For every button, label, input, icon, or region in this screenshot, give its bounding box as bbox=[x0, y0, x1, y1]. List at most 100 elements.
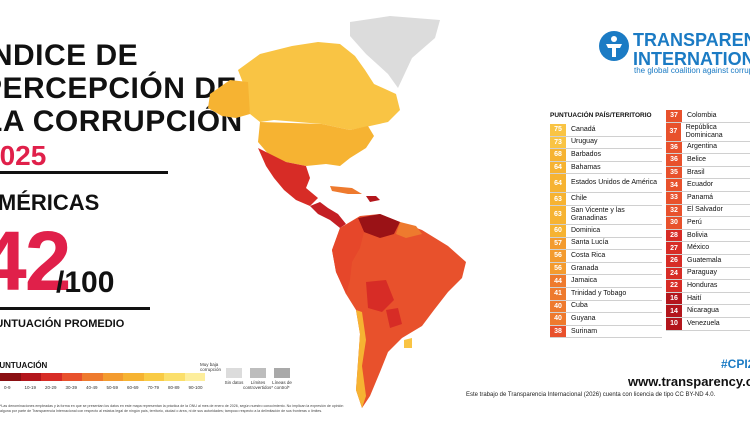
row-score: 44 bbox=[550, 275, 566, 287]
row-country: Canadá bbox=[571, 125, 596, 133]
clean-label: Muy baja corrupción bbox=[200, 362, 222, 372]
row-score: 37 bbox=[666, 122, 681, 141]
table-row: 24 Paraguay bbox=[666, 267, 750, 281]
row-score: 38 bbox=[550, 325, 566, 338]
row-score: 56 bbox=[550, 262, 566, 275]
row-score: 75 bbox=[550, 124, 566, 136]
row-country: Dominica bbox=[571, 226, 601, 234]
table-row: 38 Surinam bbox=[550, 325, 662, 339]
table-row: 35 Brasil bbox=[666, 166, 750, 180]
table-row: 30 Perú bbox=[666, 217, 750, 230]
table-row: 56 Granada bbox=[550, 262, 662, 276]
row-country: Panamá bbox=[687, 193, 714, 201]
table-row: 10 Venezuela bbox=[666, 317, 750, 331]
row-score: 41 bbox=[550, 287, 566, 300]
scale-bin-label: 0-9 bbox=[4, 385, 11, 390]
table-row: 73 Uruguay bbox=[550, 136, 662, 150]
table-row: 41 Trinidad y Tobago bbox=[550, 287, 662, 301]
logo-tagline: the global coalition against corruption bbox=[634, 66, 750, 75]
venezuela-shape bbox=[358, 214, 400, 238]
scale-swatch bbox=[123, 373, 144, 381]
usa-shape bbox=[258, 122, 374, 166]
row-score: 37 bbox=[666, 110, 682, 122]
table-row: 64 Bahamas bbox=[550, 161, 662, 175]
row-score: 24 bbox=[666, 267, 682, 280]
scale-swatch bbox=[61, 373, 82, 381]
scale-bin-label: 80-89 bbox=[168, 385, 180, 390]
score-scale-bar bbox=[0, 373, 205, 381]
chile-shape bbox=[356, 310, 366, 408]
table-row: 63 Chile bbox=[550, 193, 662, 206]
scale-bin-label: 60-69 bbox=[127, 385, 139, 390]
ranking-table-right: 37 Colombia 37 República Dominicana 36 Argent… bbox=[666, 110, 750, 331]
scale-swatch bbox=[0, 373, 21, 381]
table-row: 40 Guyana bbox=[550, 313, 662, 326]
row-score: 57 bbox=[550, 237, 566, 250]
row-country: Argentina bbox=[687, 143, 717, 151]
title-line-2: PERCEPCIÓN DE bbox=[0, 72, 237, 105]
row-country: Perú bbox=[687, 218, 702, 226]
greenland-shape bbox=[350, 16, 440, 88]
row-score: 63 bbox=[550, 193, 566, 205]
row-score: 27 bbox=[666, 242, 682, 254]
row-score: 26 bbox=[666, 254, 682, 267]
ranking-table-left: 75 Canadá 73 Uruguay 68 Barbados 64 Bahamas 64 Es… bbox=[550, 124, 662, 339]
logo-line-2: INTERNATIONAL bbox=[633, 49, 750, 69]
scale-swatch bbox=[20, 373, 41, 381]
table-row: 33 Panamá bbox=[666, 191, 750, 205]
row-country: Guyana bbox=[571, 314, 596, 322]
table-header: PUNTUACIÓN PAÍS/TERRITORIO bbox=[550, 112, 652, 119]
table-row: 68 Barbados bbox=[550, 149, 662, 162]
scale-swatch bbox=[184, 373, 205, 381]
scale-bin-label: 90-100 bbox=[188, 385, 203, 390]
uruguay-shape bbox=[404, 338, 412, 348]
title-year: 2025 bbox=[0, 140, 47, 171]
paraguay-shape bbox=[386, 308, 402, 328]
scale-swatch bbox=[102, 373, 123, 381]
row-score: 40 bbox=[550, 300, 566, 313]
website-link[interactable]: www.transparency.org bbox=[628, 374, 750, 389]
guianas-shape bbox=[396, 222, 422, 238]
disputed-label: Límites controvertidos* bbox=[243, 380, 274, 390]
scale-bin-label: 10-19 bbox=[24, 385, 37, 390]
row-country: Belice bbox=[687, 155, 707, 163]
table-row: 56 Costa Rica bbox=[550, 250, 662, 263]
table-row: 16 Haití bbox=[666, 292, 750, 306]
row-country: Surinam bbox=[571, 327, 598, 335]
scale-bin-label: 20-29 bbox=[45, 385, 57, 390]
table-row: 26 Guatemala bbox=[666, 254, 750, 268]
andes-shape bbox=[332, 218, 364, 294]
row-country: Bolivia bbox=[687, 231, 708, 239]
title-line-3: LA CORRUPCIÓN bbox=[0, 105, 243, 138]
score-divider bbox=[0, 307, 150, 310]
scale-swatch bbox=[164, 373, 185, 381]
row-score: 16 bbox=[666, 292, 682, 305]
title-divider bbox=[0, 171, 168, 174]
mexico-shape bbox=[258, 148, 318, 206]
row-score: 63 bbox=[550, 205, 566, 224]
table-row: 27 México bbox=[666, 242, 750, 255]
row-country: Venezuela bbox=[687, 319, 720, 327]
row-country: Granada bbox=[571, 264, 599, 272]
row-country: Guatemala bbox=[687, 256, 722, 264]
control-line-label: Líneas de control* bbox=[272, 380, 292, 390]
cuba-shape bbox=[330, 186, 362, 194]
table-row: 44 Jamaica bbox=[550, 275, 662, 288]
region-score: 42 bbox=[0, 214, 71, 308]
scale-swatch bbox=[143, 373, 164, 381]
row-country: Brasil bbox=[687, 168, 705, 176]
row-country: Santa Lucía bbox=[571, 239, 609, 247]
logo-line-1: TRANSPARENCY bbox=[633, 30, 750, 50]
row-country: San Vicente y las Granadinas bbox=[570, 206, 625, 222]
table-row: 36 Belice bbox=[666, 154, 750, 167]
row-country: Haití bbox=[687, 294, 702, 302]
hashtag: #CPI2025 bbox=[721, 357, 750, 371]
table-row: 32 El Salvador bbox=[666, 204, 750, 218]
region-label: AMÉRICAS bbox=[0, 190, 100, 215]
table-row: 36 Argentina bbox=[666, 141, 750, 155]
scale-bin-label: 40-49 bbox=[86, 385, 98, 390]
nodata-swatch bbox=[226, 368, 242, 378]
americas-map bbox=[208, 16, 466, 408]
logo-wordmark: TRANSPARENCY INTERNATIONAL bbox=[633, 31, 750, 69]
row-score: 73 bbox=[550, 136, 566, 149]
